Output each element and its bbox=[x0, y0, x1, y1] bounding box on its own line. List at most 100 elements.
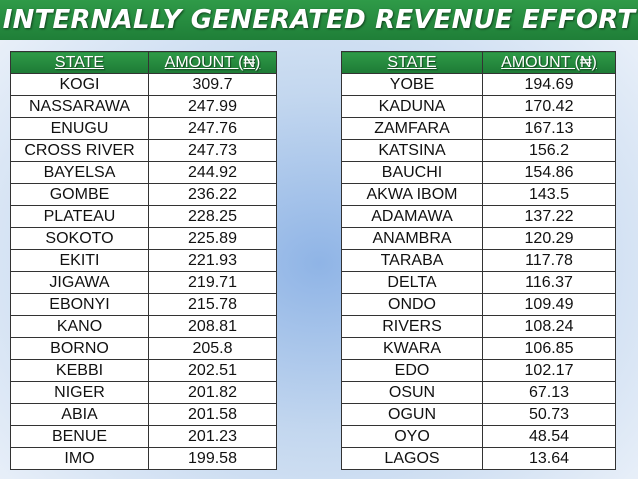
table-body-left: KOGI 309.7 NASSARAWA 247.99 ENUGU 247.76 CROSS… bbox=[10, 73, 277, 470]
table-row: KWARA 106.85 bbox=[341, 337, 616, 360]
state-cell: ANAMBRA bbox=[341, 227, 483, 250]
amount-cell: 108.24 bbox=[482, 315, 616, 338]
table-row: BENUE 201.23 bbox=[10, 425, 277, 448]
amount-cell: 225.89 bbox=[148, 227, 277, 250]
state-cell: OSUN bbox=[341, 381, 483, 404]
state-cell: KATSINA bbox=[341, 139, 483, 162]
amount-cell: 228.25 bbox=[148, 205, 277, 228]
state-cell: IMO bbox=[10, 447, 149, 470]
table-row: ABIA 201.58 bbox=[10, 403, 277, 426]
table-row: ZAMFARA 167.13 bbox=[341, 117, 616, 140]
amount-column-header: AMOUNT (₦) bbox=[148, 51, 277, 74]
table-row: EDO 102.17 bbox=[341, 359, 616, 382]
table-row: KOGI 309.7 bbox=[10, 73, 277, 96]
amount-cell: 13.64 bbox=[482, 447, 616, 470]
state-cell: JIGAWA bbox=[10, 271, 149, 294]
table-row: CROSS RIVER 247.73 bbox=[10, 139, 277, 162]
state-cell: EDO bbox=[341, 359, 483, 382]
table-row: PLATEAU 228.25 bbox=[10, 205, 277, 228]
table-row: TARABA 117.78 bbox=[341, 249, 616, 272]
state-cell: NASSARAWA bbox=[10, 95, 149, 118]
table-row: OGUN 50.73 bbox=[341, 403, 616, 426]
amount-cell: 117.78 bbox=[482, 249, 616, 272]
table-row: EBONYI 215.78 bbox=[10, 293, 277, 316]
state-cell: BAUCHI bbox=[341, 161, 483, 184]
title-banner: INTERNALLY GENERATED REVENUE EFFORT bbox=[0, 0, 638, 40]
amount-cell: 244.92 bbox=[148, 161, 277, 184]
amount-cell: 116.37 bbox=[482, 271, 616, 294]
amount-cell: 221.93 bbox=[148, 249, 277, 272]
table-header-row: STATE AMOUNT (₦) bbox=[10, 51, 277, 74]
amount-cell: 194.69 bbox=[482, 73, 616, 96]
state-cell: BAYELSA bbox=[10, 161, 149, 184]
state-cell: KADUNA bbox=[341, 95, 483, 118]
amount-cell: 202.51 bbox=[148, 359, 277, 382]
table-body-right: YOBE 194.69 KADUNA 170.42 ZAMFARA 167.13 KATSI… bbox=[341, 73, 616, 470]
state-cell: ONDO bbox=[341, 293, 483, 316]
revenue-table-left: STATE AMOUNT (₦) KOGI 309.7 NASSARAWA 247.9… bbox=[10, 51, 277, 470]
state-cell: YOBE bbox=[341, 73, 483, 96]
state-cell: BENUE bbox=[10, 425, 149, 448]
table-row: KATSINA 156.2 bbox=[341, 139, 616, 162]
amount-cell: 143.5 bbox=[482, 183, 616, 206]
amount-cell: 201.58 bbox=[148, 403, 277, 426]
state-cell: EKITI bbox=[10, 249, 149, 272]
amount-cell: 120.29 bbox=[482, 227, 616, 250]
amount-cell: 154.86 bbox=[482, 161, 616, 184]
amount-cell: 201.23 bbox=[148, 425, 277, 448]
table-row: ONDO 109.49 bbox=[341, 293, 616, 316]
table-row: ENUGU 247.76 bbox=[10, 117, 277, 140]
amount-cell: 67.13 bbox=[482, 381, 616, 404]
table-header-row: STATE AMOUNT (₦) bbox=[341, 51, 616, 74]
table-row: BAYELSA 244.92 bbox=[10, 161, 277, 184]
table-row: NIGER 201.82 bbox=[10, 381, 277, 404]
state-column-header: STATE bbox=[341, 51, 483, 74]
amount-cell: 48.54 bbox=[482, 425, 616, 448]
table-row: SOKOTO 225.89 bbox=[10, 227, 277, 250]
table-row: ANAMBRA 120.29 bbox=[341, 227, 616, 250]
amount-cell: 215.78 bbox=[148, 293, 277, 316]
table-row: BORNO 205.8 bbox=[10, 337, 277, 360]
state-cell: ABIA bbox=[10, 403, 149, 426]
state-cell: ENUGU bbox=[10, 117, 149, 140]
table-row: JIGAWA 219.71 bbox=[10, 271, 277, 294]
amount-cell: 170.42 bbox=[482, 95, 616, 118]
state-cell: EBONYI bbox=[10, 293, 149, 316]
state-cell: ADAMAWA bbox=[341, 205, 483, 228]
amount-cell: 201.82 bbox=[148, 381, 277, 404]
amount-cell: 199.58 bbox=[148, 447, 277, 470]
state-cell: GOMBE bbox=[10, 183, 149, 206]
table-row: EKITI 221.93 bbox=[10, 249, 277, 272]
state-cell: LAGOS bbox=[341, 447, 483, 470]
state-cell: NIGER bbox=[10, 381, 149, 404]
state-cell: KEBBI bbox=[10, 359, 149, 382]
state-cell: BORNO bbox=[10, 337, 149, 360]
state-cell: SOKOTO bbox=[10, 227, 149, 250]
amount-cell: 247.76 bbox=[148, 117, 277, 140]
state-cell: KOGI bbox=[10, 73, 149, 96]
amount-cell: 137.22 bbox=[482, 205, 616, 228]
amount-cell: 205.8 bbox=[148, 337, 277, 360]
state-cell: PLATEAU bbox=[10, 205, 149, 228]
state-cell: RIVERS bbox=[341, 315, 483, 338]
table-row: LAGOS 13.64 bbox=[341, 447, 616, 470]
table-row: YOBE 194.69 bbox=[341, 73, 616, 96]
table-row: ADAMAWA 137.22 bbox=[341, 205, 616, 228]
table-row: RIVERS 108.24 bbox=[341, 315, 616, 338]
amount-cell: 106.85 bbox=[482, 337, 616, 360]
table-row: IMO 199.58 bbox=[10, 447, 277, 470]
amount-cell: 247.99 bbox=[148, 95, 277, 118]
table-row: KEBBI 202.51 bbox=[10, 359, 277, 382]
state-cell: ZAMFARA bbox=[341, 117, 483, 140]
state-cell: AKWA IBOM bbox=[341, 183, 483, 206]
table-row: DELTA 116.37 bbox=[341, 271, 616, 294]
revenue-table-right: STATE AMOUNT (₦) YOBE 194.69 KADUNA 170.42 Z… bbox=[341, 51, 616, 470]
table-row: BAUCHI 154.86 bbox=[341, 161, 616, 184]
state-cell: OYO bbox=[341, 425, 483, 448]
state-cell: DELTA bbox=[341, 271, 483, 294]
table-row: KADUNA 170.42 bbox=[341, 95, 616, 118]
state-cell: OGUN bbox=[341, 403, 483, 426]
table-row: NASSARAWA 247.99 bbox=[10, 95, 277, 118]
amount-cell: 50.73 bbox=[482, 403, 616, 426]
state-cell: KANO bbox=[10, 315, 149, 338]
